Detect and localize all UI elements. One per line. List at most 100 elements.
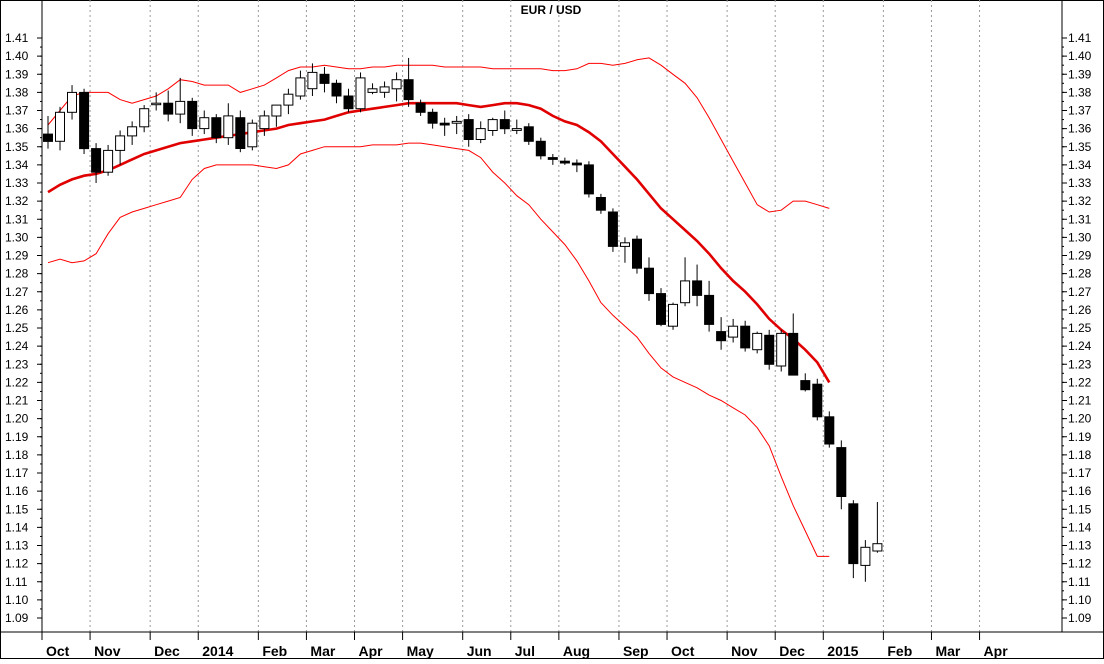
x-tick-label: Sep <box>623 643 649 659</box>
candle-body-up <box>67 91 77 113</box>
candle <box>800 373 811 392</box>
y-tick-label-right: 1.13 <box>1068 539 1092 553</box>
candle <box>139 105 150 133</box>
candle-body-up <box>283 93 294 106</box>
candle-body-up <box>127 126 138 137</box>
y-tick-label-right: 1.16 <box>1068 484 1092 498</box>
candle <box>367 83 378 95</box>
candle <box>788 313 799 376</box>
candle-body-up <box>175 100 186 115</box>
candle-body-down <box>343 95 354 110</box>
x-tick-label: 2014 <box>202 643 233 659</box>
x-tick-label: Apr <box>984 643 1009 659</box>
candle <box>620 237 630 263</box>
candle <box>199 110 210 135</box>
y-tick-label-right: 1.23 <box>1068 357 1092 371</box>
candle-body-up <box>259 115 270 130</box>
candle <box>379 81 390 98</box>
x-tick-label: Nov <box>94 643 121 659</box>
x-tick-label: 2015 <box>827 643 858 659</box>
candle-body-up <box>668 303 678 327</box>
y-tick-label-left: 1.18 <box>5 448 29 462</box>
candle-body-down <box>644 267 654 295</box>
y-tick-label-left: 1.32 <box>5 194 29 208</box>
candle-body-down <box>836 447 847 498</box>
candle <box>523 123 534 145</box>
candle-body-down <box>812 383 823 418</box>
candle <box>55 106 65 151</box>
candle <box>439 117 450 136</box>
y-tick-label-left: 1.37 <box>5 104 29 118</box>
y-tick-label-right: 1.37 <box>1068 104 1092 118</box>
candle <box>343 88 354 113</box>
candle <box>127 121 138 145</box>
candle-body-down <box>499 119 510 130</box>
candle <box>571 159 582 173</box>
y-tick-label-left: 1.20 <box>5 412 29 426</box>
candle <box>607 208 618 252</box>
candle <box>259 110 270 136</box>
candle-body-down <box>656 293 666 325</box>
candle-body-down <box>439 122 450 126</box>
candle <box>559 157 570 165</box>
x-tick-label: Feb <box>262 643 287 659</box>
candle-body-up <box>451 120 462 124</box>
candle <box>211 114 222 144</box>
y-tick-label-left: 1.16 <box>5 484 29 498</box>
y-tick-label-right: 1.39 <box>1068 67 1092 81</box>
y-tick-label-left: 1.30 <box>5 230 29 244</box>
candle-body-up <box>295 77 306 97</box>
x-tick-label: Feb <box>887 643 912 659</box>
candle-body-down <box>463 119 474 140</box>
candle <box>632 235 642 274</box>
candle <box>680 257 691 307</box>
candle-body-down <box>716 331 727 342</box>
candle <box>415 99 426 116</box>
y-tick-label-right: 1.24 <box>1068 339 1092 353</box>
y-tick-label-right: 1.09 <box>1068 611 1092 625</box>
candle-body-down <box>740 325 751 349</box>
candle <box>812 378 823 421</box>
candle-body-down <box>43 133 53 142</box>
candle <box>728 318 739 343</box>
y-tick-label-left: 1.34 <box>5 158 29 172</box>
y-tick-label-left: 1.26 <box>5 303 29 317</box>
candle-body-up <box>860 546 871 566</box>
moving-average-line <box>47 101 831 384</box>
chart-title: EUR / USD <box>521 3 582 17</box>
y-tick-label-left: 1.40 <box>5 49 29 63</box>
y-tick-label-left: 1.33 <box>5 176 29 190</box>
candle <box>115 130 126 165</box>
y-tick-label-right: 1.15 <box>1068 502 1092 516</box>
y-tick-label-left: 1.23 <box>5 357 29 371</box>
candle-body-down <box>331 82 342 97</box>
candle-body-up <box>103 149 114 173</box>
candle-body-down <box>535 140 546 157</box>
candle-body-up <box>247 122 258 148</box>
candle <box>163 90 174 122</box>
y-tick-label-right: 1.34 <box>1068 158 1092 172</box>
x-tick-label: May <box>407 643 434 659</box>
candle-body-up <box>271 104 282 117</box>
candle <box>872 502 883 553</box>
candle <box>644 257 654 301</box>
candle <box>716 317 727 350</box>
candle-body-down <box>235 117 246 149</box>
candle-body-up <box>728 325 739 338</box>
candle-body-up <box>367 88 378 93</box>
candle-body-up <box>55 111 65 142</box>
x-tick-label: Aug <box>563 643 590 659</box>
candle <box>103 144 114 176</box>
y-tick-label-left: 1.41 <box>5 31 29 45</box>
candle <box>187 97 198 136</box>
y-tick-label-left: 1.21 <box>5 394 29 408</box>
y-tick-label-left: 1.11 <box>5 575 28 589</box>
candle <box>595 193 606 214</box>
candle <box>692 264 703 307</box>
candle <box>43 115 53 149</box>
y-tick-label-left: 1.17 <box>5 466 29 480</box>
y-tick-label-left: 1.24 <box>5 339 29 353</box>
y-tick-label-left: 1.13 <box>5 539 29 553</box>
